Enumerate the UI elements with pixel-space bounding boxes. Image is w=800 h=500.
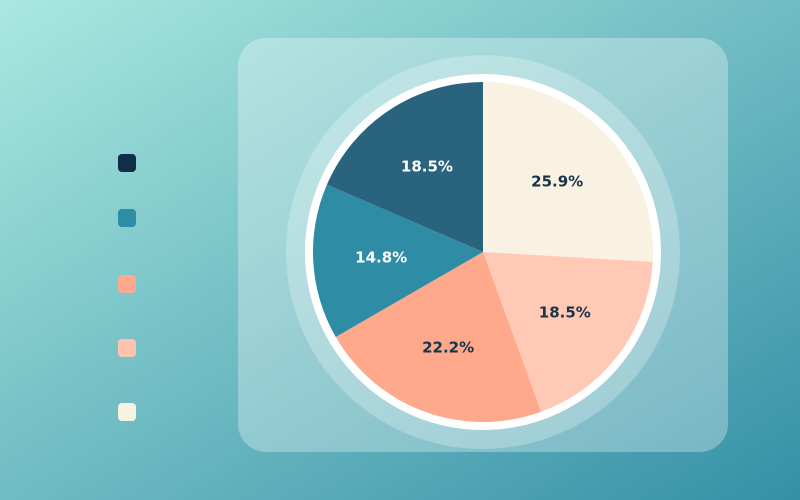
legend-swatch: [118, 209, 136, 227]
pie-slice: [483, 82, 653, 262]
slice-label: 25.9%: [531, 173, 583, 191]
legend-swatch: [118, 275, 136, 293]
pie-slice: [326, 82, 483, 252]
legend-swatch: [118, 339, 136, 357]
slice-label: 18.5%: [539, 303, 591, 321]
slice-label: 14.8%: [355, 248, 407, 266]
legend-swatch: [118, 403, 136, 421]
pie-slice: [335, 252, 542, 422]
legend-swatch: [118, 154, 136, 172]
slice-label: 22.2%: [422, 338, 474, 356]
slice-label: 18.5%: [401, 157, 453, 175]
pie-slice: [483, 252, 653, 412]
pie-slice: [313, 184, 483, 337]
